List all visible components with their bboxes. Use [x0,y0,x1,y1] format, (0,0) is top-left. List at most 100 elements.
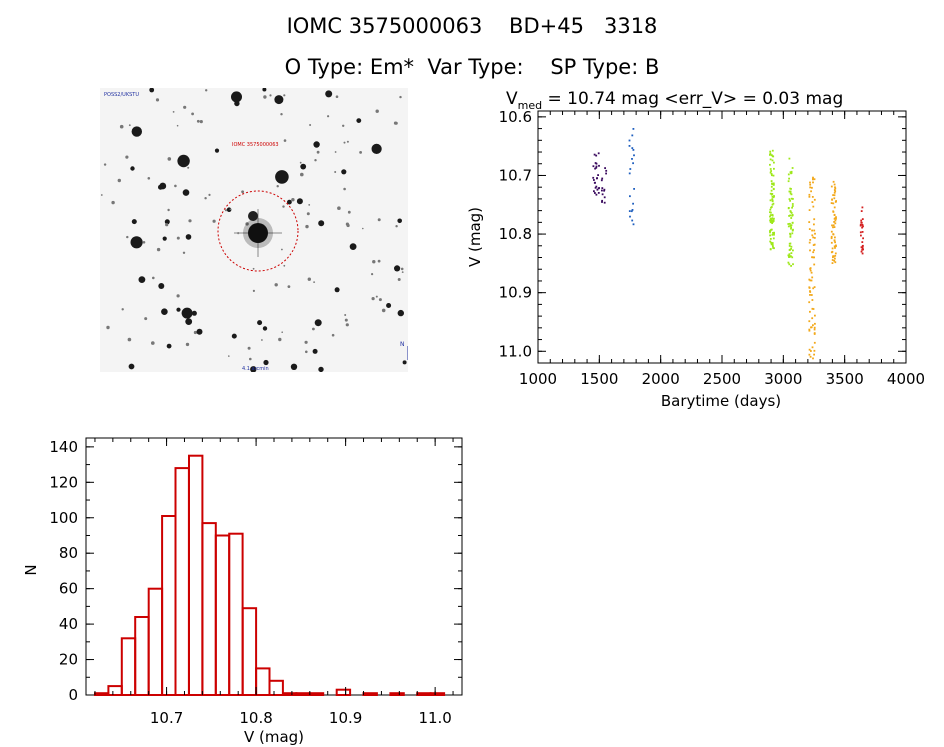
hist-bar [295,692,311,697]
lc-point [788,263,791,266]
lc-point [834,247,836,249]
hist-plot-frame [85,437,463,696]
lc-point [811,229,813,232]
sky-star [316,150,320,154]
lc-point [769,199,772,202]
lc-point [813,223,815,226]
lc-point [791,256,794,259]
lc-point [631,147,634,149]
hist-ylabel: N [22,564,40,575]
sky-star [278,337,282,342]
sky-star [130,236,143,249]
hist-axes: 10.7 10.8 10.9 11.0 0 20 40 60 80 100 120 140 [49,438,462,727]
sky-star [314,159,317,162]
lc-point [814,232,816,235]
lc-point [792,249,794,252]
lc-point [789,190,792,193]
sky-star [346,223,350,228]
hist-bar [147,587,164,696]
hist-bar [161,515,177,696]
lc-point [787,225,790,228]
lc-point [788,253,791,256]
lc-points [592,128,864,360]
sky-star [313,141,320,148]
target-circle [217,190,299,272]
lc-point [812,244,815,246]
lc-point [809,355,812,358]
lc-point [603,188,606,191]
sky-star [371,143,382,154]
lc-point [812,308,815,310]
chart-title-line1: IOMC 3575000063 BD+45 3318 [286,14,658,38]
hist-bar [389,692,405,697]
lc-point [832,202,835,205]
sky-star [257,320,263,326]
lc-point [860,210,863,212]
sky-star [397,309,404,317]
sky-star [147,177,151,180]
lc-point [788,198,791,200]
sky-star [274,95,284,105]
lc-point [813,178,816,181]
lc-point [771,198,774,200]
sky-star [269,94,272,97]
sky-star [386,303,392,308]
lc-point [813,218,816,221]
chart-title-line2: O Type: Em* Var Type: SP Type: B [284,55,660,79]
sky-star [174,184,177,188]
sky-label-scale: 4.1 arcmin [242,366,269,372]
lc-point [771,195,774,198]
lc-point [830,202,833,204]
lc-point [831,262,834,264]
lc-point [788,256,790,258]
sky-star [334,287,340,293]
sky-star [299,161,302,164]
sky-star [402,360,407,365]
lc-point [771,154,773,157]
lc-title: Vmed = 10.74 mag <err_V> = 0.03 mag [506,89,843,112]
sky-star [158,283,165,289]
lc-point [769,158,772,161]
sky-label-object: IOMC 3575000063 [232,142,279,148]
sky-star [262,326,268,331]
lc-point [628,145,631,147]
sky-star [283,94,286,97]
lc-point [813,328,816,331]
lc-point [809,181,811,184]
lc-point [769,152,772,155]
lc-point [790,193,793,196]
lc-point [772,187,775,190]
hist-bar [241,607,258,696]
sky-star [156,247,161,252]
sky-star [280,113,283,116]
lc-point [809,239,812,241]
hist-ytick-label: 60 [59,580,78,598]
lc-point [832,255,835,257]
lc-point [809,290,811,292]
hist-bar [282,692,298,697]
lc-point [789,210,792,213]
lc-point [769,154,771,156]
hist-bar [107,685,123,697]
sky-star [212,219,216,223]
lc-point [811,234,814,237]
sky-star [182,189,190,196]
sky-star [165,223,169,227]
hist-xtick-label: 10.9 [329,709,362,727]
sky-star [371,297,375,301]
sky-star [100,194,103,196]
lc-point [813,237,816,239]
lc-point [601,177,604,180]
lc-point [811,299,814,301]
lc-point [787,207,790,210]
sky-star [307,277,311,281]
lc-point [628,139,631,142]
sky-star [300,172,304,177]
lc-point [808,241,811,244]
sky-star [187,166,190,169]
lc-xtick-label: 1000 [519,370,557,388]
sky-star [371,273,374,276]
hist-bar [120,637,137,697]
sky-image: POSS2/UKSTU IOMC 3575000063 4.1 arcmin N [100,88,408,372]
lc-point [809,279,812,282]
